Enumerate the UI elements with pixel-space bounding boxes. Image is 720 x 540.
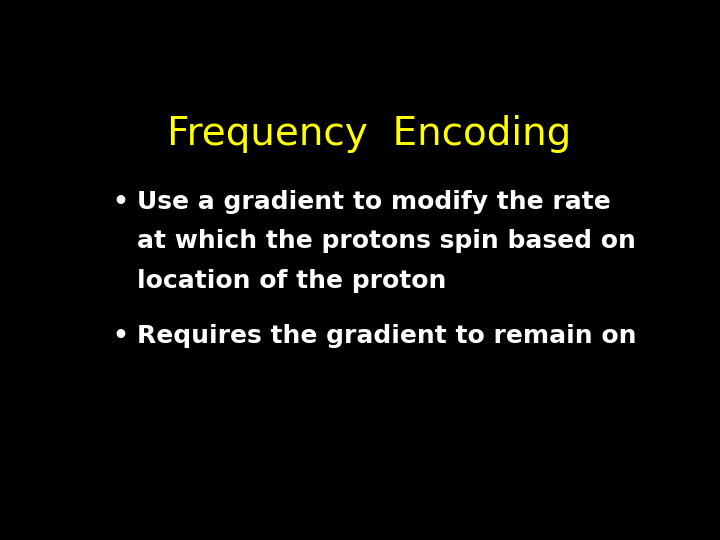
Text: •: • [113, 190, 129, 213]
Text: •: • [113, 324, 129, 348]
Text: Requires the gradient to remain on: Requires the gradient to remain on [138, 324, 637, 348]
Text: location of the proton: location of the proton [138, 268, 447, 293]
Text: at which the protons spin based on: at which the protons spin based on [138, 229, 636, 253]
Text: Frequency  Encoding: Frequency Encoding [167, 114, 571, 153]
Text: Use a gradient to modify the rate: Use a gradient to modify the rate [138, 190, 611, 213]
